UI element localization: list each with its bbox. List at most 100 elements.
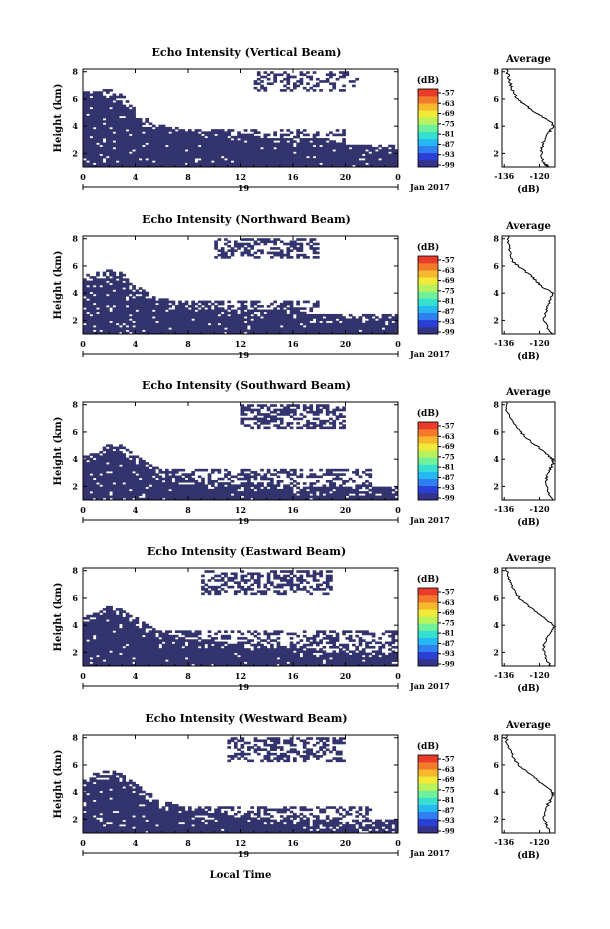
echo-cell bbox=[256, 329, 261, 333]
echo-cell bbox=[240, 406, 245, 410]
echo-cell bbox=[188, 473, 192, 476]
echo-cell bbox=[302, 138, 307, 141]
echo-cell bbox=[270, 247, 274, 250]
echo-cell bbox=[105, 276, 110, 279]
echo-cell bbox=[92, 643, 97, 647]
echo-cell bbox=[197, 493, 202, 496]
echo-cell bbox=[201, 313, 205, 317]
echo-cell bbox=[361, 482, 366, 485]
colorbar-frame bbox=[417, 421, 439, 501]
echo-cell bbox=[151, 488, 156, 492]
echo-cell bbox=[128, 126, 133, 130]
echo-cell bbox=[145, 320, 150, 324]
echo-cell bbox=[132, 131, 136, 134]
echo-cell bbox=[210, 135, 215, 139]
echo-cell bbox=[138, 325, 143, 328]
echo-cell bbox=[358, 322, 363, 326]
echo-cell bbox=[86, 142, 90, 146]
echo-cell bbox=[89, 497, 94, 501]
echo-cell bbox=[99, 645, 104, 649]
echo-cell bbox=[191, 142, 195, 146]
echo-cell bbox=[83, 135, 87, 139]
echo-cell bbox=[86, 300, 90, 304]
echo-cell bbox=[105, 459, 110, 463]
echo-cell bbox=[368, 329, 373, 333]
echo-cell bbox=[161, 305, 166, 308]
echo-cell bbox=[148, 464, 153, 467]
echo-cell bbox=[335, 155, 340, 159]
echo-cell bbox=[191, 471, 195, 474]
echo-cell bbox=[92, 298, 97, 301]
echo-cell bbox=[171, 318, 176, 322]
colorbar-frame bbox=[417, 255, 439, 335]
echo-cell bbox=[230, 253, 235, 257]
echo-cell bbox=[266, 493, 271, 496]
echo-cell bbox=[99, 617, 104, 620]
echo-cell bbox=[391, 155, 396, 159]
echo-cell bbox=[168, 129, 172, 132]
echo-cell bbox=[109, 118, 113, 121]
average-y-tick-label: 4 bbox=[493, 454, 499, 464]
echo-cell bbox=[125, 164, 130, 168]
echo-cell bbox=[109, 455, 113, 459]
echo-cell bbox=[283, 144, 287, 148]
echo-cell bbox=[338, 329, 343, 333]
echo-cell bbox=[289, 331, 294, 335]
echo-cell bbox=[394, 151, 399, 155]
echo-cell bbox=[266, 164, 271, 168]
echo-cell bbox=[371, 325, 376, 328]
echo-cell bbox=[240, 320, 245, 324]
echo-cell bbox=[266, 331, 271, 335]
colorbar-label: -57 bbox=[442, 89, 455, 98]
echo-cell bbox=[102, 109, 107, 112]
echo-cell bbox=[302, 320, 307, 324]
echo-cell bbox=[122, 291, 127, 295]
echo-cell bbox=[365, 325, 369, 328]
echo-cell bbox=[217, 488, 222, 492]
echo-cell bbox=[105, 285, 110, 288]
echo-cell bbox=[204, 468, 209, 472]
echo-cell bbox=[105, 311, 110, 315]
echo-cell bbox=[375, 329, 379, 333]
echo-cell bbox=[119, 138, 123, 141]
echo-cell bbox=[115, 149, 120, 152]
echo-cell bbox=[273, 309, 277, 313]
echo-cell bbox=[368, 144, 373, 148]
echo-cell bbox=[204, 153, 209, 157]
echo-cell bbox=[99, 287, 104, 290]
echo-cell bbox=[207, 329, 212, 333]
echo-cell bbox=[352, 491, 356, 494]
echo-cell bbox=[322, 155, 327, 159]
echo-cell bbox=[102, 289, 107, 293]
echo-cell bbox=[142, 160, 146, 163]
echo-cell bbox=[83, 628, 87, 631]
echo-cell bbox=[158, 133, 163, 137]
echo-cell bbox=[253, 149, 258, 152]
echo-cell bbox=[378, 164, 382, 168]
echo-cell bbox=[194, 479, 199, 483]
echo-cell bbox=[299, 495, 304, 499]
echo-cell bbox=[83, 479, 87, 483]
echo-cell bbox=[302, 493, 307, 496]
echo-cell bbox=[89, 648, 94, 651]
echo-cell bbox=[132, 327, 136, 330]
echo-cell bbox=[332, 155, 337, 159]
echo-cell bbox=[102, 482, 107, 485]
echo-cell bbox=[243, 300, 248, 304]
echo-cell bbox=[115, 614, 120, 618]
echo-cell bbox=[361, 327, 366, 330]
echo-cell bbox=[332, 162, 337, 166]
echo-cell bbox=[312, 249, 317, 252]
echo-cell bbox=[92, 630, 97, 633]
echo-cell bbox=[342, 424, 346, 427]
echo-cell bbox=[165, 158, 169, 161]
echo-cell bbox=[276, 475, 281, 479]
echo-cell bbox=[194, 325, 199, 328]
echo-cell bbox=[256, 300, 261, 304]
echo-cell bbox=[122, 659, 127, 662]
echo-cell bbox=[99, 320, 104, 324]
echo-cell bbox=[102, 448, 107, 452]
echo-cell bbox=[214, 256, 218, 259]
echo-cell bbox=[230, 495, 235, 499]
echo-cell bbox=[138, 162, 143, 166]
